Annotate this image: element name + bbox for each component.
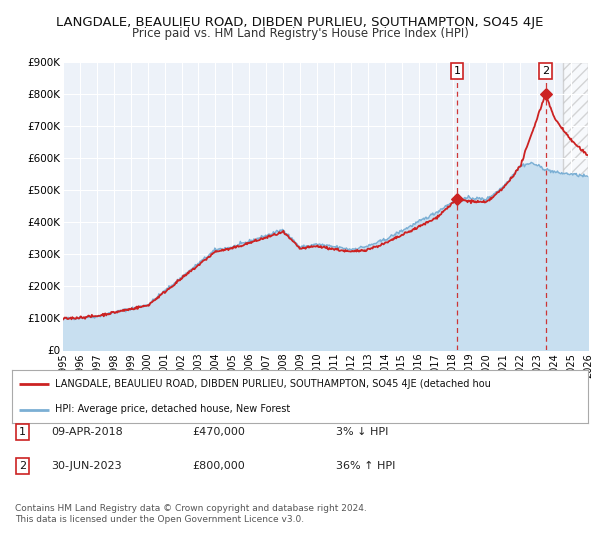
Text: 1: 1	[454, 66, 461, 76]
Point	[452, 195, 462, 204]
Point	[541, 89, 550, 98]
Text: 1: 1	[19, 427, 26, 437]
Text: LANGDALE, BEAULIEU ROAD, DIBDEN PURLIEU, SOUTHAMPTON, SO45 4JE (detached hou: LANGDALE, BEAULIEU ROAD, DIBDEN PURLIEU,…	[55, 379, 491, 389]
Text: Contains HM Land Registry data © Crown copyright and database right 2024.: Contains HM Land Registry data © Crown c…	[15, 504, 367, 513]
Text: £800,000: £800,000	[192, 461, 245, 471]
Text: 30-JUN-2023: 30-JUN-2023	[51, 461, 122, 471]
Text: This data is licensed under the Open Government Licence v3.0.: This data is licensed under the Open Gov…	[15, 515, 304, 524]
Text: LANGDALE, BEAULIEU ROAD, DIBDEN PURLIEU, SOUTHAMPTON, SO45 4JE: LANGDALE, BEAULIEU ROAD, DIBDEN PURLIEU,…	[56, 16, 544, 29]
Text: 2: 2	[19, 461, 26, 471]
Text: HPI: Average price, detached house, New Forest: HPI: Average price, detached house, New …	[55, 404, 290, 414]
Text: 36% ↑ HPI: 36% ↑ HPI	[336, 461, 395, 471]
Text: 2: 2	[542, 66, 549, 76]
Text: Price paid vs. HM Land Registry's House Price Index (HPI): Price paid vs. HM Land Registry's House …	[131, 27, 469, 40]
Text: 3% ↓ HPI: 3% ↓ HPI	[336, 427, 388, 437]
Text: 09-APR-2018: 09-APR-2018	[51, 427, 123, 437]
Text: £470,000: £470,000	[192, 427, 245, 437]
